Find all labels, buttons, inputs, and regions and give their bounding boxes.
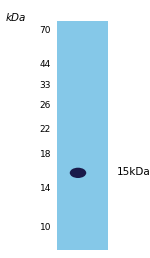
Text: kDa: kDa xyxy=(6,13,26,23)
Text: 70: 70 xyxy=(39,27,51,35)
Text: 26: 26 xyxy=(40,101,51,110)
Text: 22: 22 xyxy=(40,125,51,133)
Ellipse shape xyxy=(70,168,86,178)
Text: 33: 33 xyxy=(39,81,51,90)
Text: 44: 44 xyxy=(40,60,51,69)
Text: 18: 18 xyxy=(39,150,51,159)
Text: 15kDa: 15kDa xyxy=(117,167,150,176)
Text: 10: 10 xyxy=(39,223,51,231)
Text: 14: 14 xyxy=(40,184,51,193)
Bar xyxy=(57,21,108,250)
